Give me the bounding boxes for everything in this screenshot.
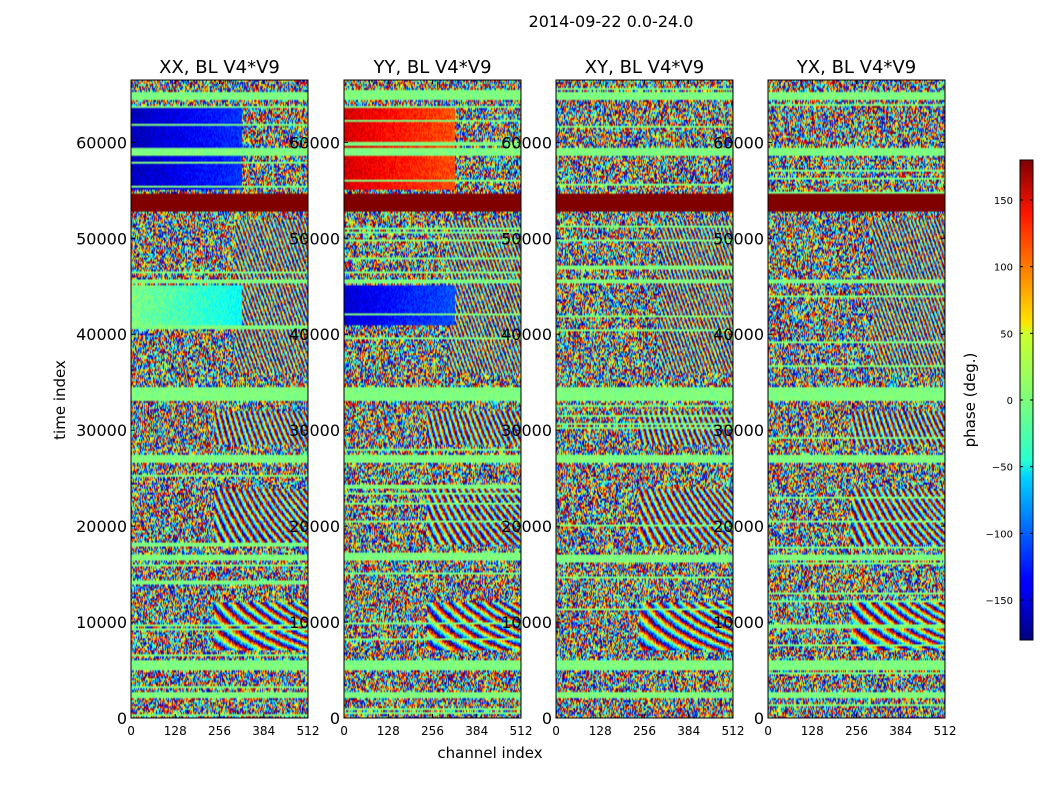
x-tick-label: 0 (764, 724, 772, 738)
y-tick-label: 30000 (76, 421, 127, 440)
x-tick-label: 128 (164, 724, 187, 738)
y-tick-label: 50000 (713, 229, 764, 248)
y-tick-label: 0 (542, 709, 552, 728)
y-tick-label: 60000 (713, 133, 764, 152)
y-tick-label: 10000 (501, 613, 552, 632)
y-tick-label: 0 (330, 709, 340, 728)
y-tick-label: 60000 (76, 133, 127, 152)
y-tick-label: 60000 (289, 133, 340, 152)
panel-yy: YY, BL V4*V9 0 128 256 384 512 0 10000 20000 3000… (289, 57, 532, 738)
colorbar-tick-label: −100 (986, 529, 1013, 540)
y-tick-label: 40000 (501, 325, 552, 344)
x-tick-label: 384 (677, 724, 700, 738)
x-tick-label: 0 (340, 724, 348, 738)
panel-title: XX, BL V4*V9 (159, 57, 280, 78)
y-tick-label: 40000 (713, 325, 764, 344)
x-tick-label: 384 (252, 724, 275, 738)
y-tick-label: 20000 (501, 517, 552, 536)
x-tick-label: 128 (801, 724, 824, 738)
x-tick-label: 256 (421, 724, 444, 738)
colorbar-tick-label: 50 (1000, 329, 1013, 340)
y-tick-label: 20000 (76, 517, 127, 536)
y-tick-label: 40000 (289, 325, 340, 344)
heatmap-yy (344, 80, 521, 718)
y-tick-label: 10000 (713, 613, 764, 632)
x-tick-label: 128 (589, 724, 612, 738)
y-axis-label: time index (51, 360, 69, 440)
y-tick-label: 50000 (501, 229, 552, 248)
y-tick-label: 0 (754, 709, 764, 728)
panel-title: YY, BL V4*V9 (372, 57, 491, 78)
x-tick-label: 256 (633, 724, 656, 738)
y-tick-label: 60000 (501, 133, 552, 152)
heatmap-yx (768, 80, 945, 718)
colorbar-tick-label: −50 (992, 463, 1013, 474)
y-tick-label: 10000 (289, 613, 340, 632)
colorbar-label: phase (deg.) (961, 353, 979, 448)
colorbar-tick-label: 150 (994, 196, 1013, 207)
x-tick-label: 256 (208, 724, 231, 738)
x-tick-label: 384 (889, 724, 912, 738)
y-tick-label: 30000 (501, 421, 552, 440)
x-tick-label: 512 (297, 724, 320, 738)
x-tick-label: 0 (127, 724, 135, 738)
colorbar-tick-label: 100 (994, 263, 1013, 274)
x-tick-label: 512 (510, 724, 533, 738)
y-tick-label: 10000 (76, 613, 127, 632)
x-axis-label: channel index (437, 744, 542, 762)
y-tick-label: 20000 (713, 517, 764, 536)
y-tick-label: 50000 (76, 229, 127, 248)
x-tick-label: 512 (722, 724, 745, 738)
x-tick-label: 0 (552, 724, 560, 738)
colorbar-tick-label: 0 (1007, 396, 1013, 407)
y-tick-label: 20000 (289, 517, 340, 536)
panel-title: YX, BL V4*V9 (796, 57, 916, 78)
panel-yx: YX, BL V4*V9 0 128 256 384 512 0 10000 20000 3000… (713, 57, 956, 738)
y-tick-label: 30000 (289, 421, 340, 440)
panel-xy: XY, BL V4*V9 0 128 256 384 512 0 10000 20000 3000… (501, 57, 744, 738)
x-tick-label: 256 (845, 724, 868, 738)
heatmap-xx (131, 80, 308, 718)
heatmap-xy (556, 80, 733, 718)
panel-title: XY, BL V4*V9 (585, 57, 704, 78)
x-tick-label: 384 (465, 724, 488, 738)
x-tick-label: 512 (934, 724, 957, 738)
y-tick-label: 0 (117, 709, 127, 728)
figure-suptitle: 2014-09-22 0.0-24.0 (528, 12, 694, 31)
panel-xx: XX, BL V4*V9 0 128 256 384 512 0 10000 20000 3000… (76, 57, 319, 738)
y-tick-label: 40000 (76, 325, 127, 344)
y-tick-label: 30000 (713, 421, 764, 440)
x-tick-label: 128 (377, 724, 400, 738)
colorbar-tick-label: −150 (986, 596, 1013, 607)
y-tick-label: 50000 (289, 229, 340, 248)
